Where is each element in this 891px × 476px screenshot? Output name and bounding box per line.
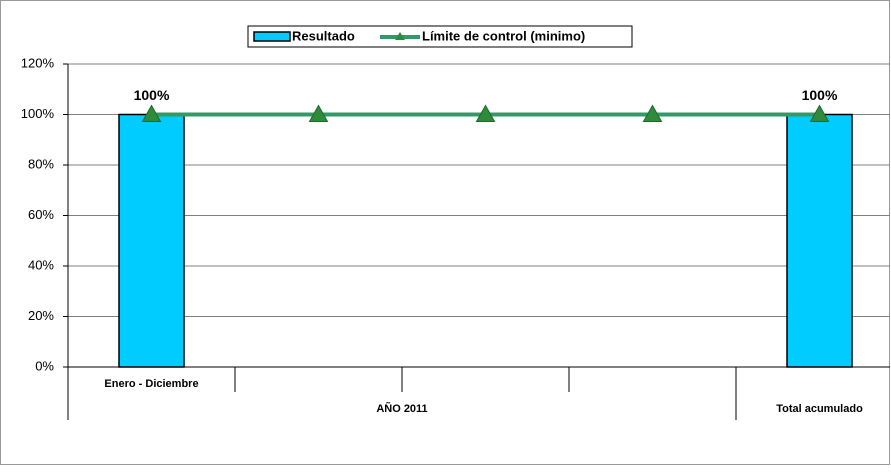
data-label: 100% <box>134 87 170 103</box>
y-tick-label: 120% <box>21 55 55 70</box>
group-label: AÑO 2011 <box>376 402 427 415</box>
y-tick-label: 0% <box>35 358 54 373</box>
legend-label: Resultado <box>292 28 355 43</box>
y-tick-label: 60% <box>28 207 54 222</box>
bar <box>786 113 853 368</box>
y-tick-label: 20% <box>28 308 54 323</box>
y-tick-label: 40% <box>28 257 54 272</box>
line-marker <box>809 104 830 122</box>
line-marker <box>642 104 663 122</box>
line-marker <box>141 104 162 122</box>
y-tick-label: 100% <box>21 106 55 121</box>
x-tick-label: Enero - Diciembre <box>104 378 198 390</box>
line-marker <box>475 104 496 122</box>
line-marker <box>308 104 329 122</box>
bar <box>118 113 185 368</box>
legend-label: Límite de control (minimo) <box>422 28 585 43</box>
x-tick-label: Total acumulado <box>776 403 863 415</box>
data-label: 100% <box>802 87 838 103</box>
legend-swatch <box>395 32 405 40</box>
y-tick-label: 80% <box>28 156 54 171</box>
legend-box <box>247 25 633 48</box>
legend-swatch <box>253 31 291 42</box>
